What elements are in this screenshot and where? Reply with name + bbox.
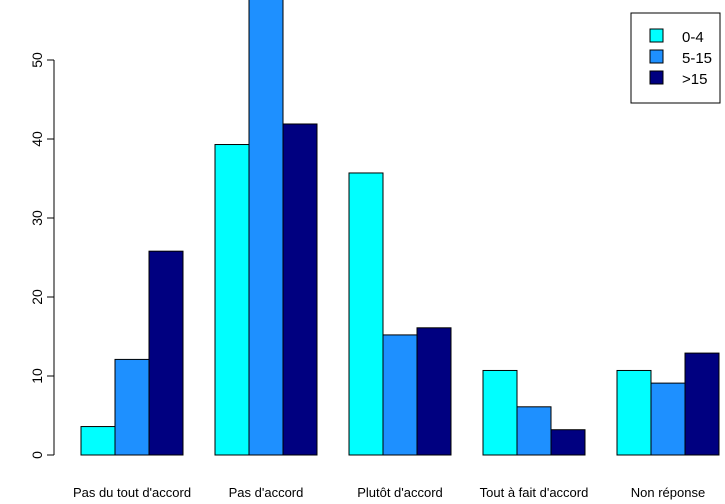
legend-label: 5-15	[682, 50, 712, 67]
legend-swatch	[649, 49, 664, 64]
legend: 0-4 5-15 >15	[630, 12, 721, 104]
y-axis: 0 10 20 30 40 50	[29, 52, 55, 459]
x-category-label: Pas d'accord	[229, 485, 304, 500]
bar	[348, 172, 384, 456]
bar	[114, 358, 150, 456]
legend-swatch	[649, 28, 664, 43]
bar	[650, 382, 686, 456]
x-axis-category-labels: Pas du tout d'accord Pas d'accord Plutôt d…	[73, 485, 705, 500]
bars-group	[80, 0, 720, 456]
bar	[248, 0, 284, 456]
bar	[80, 426, 116, 456]
legend-swatch	[649, 70, 664, 85]
x-category-label: Plutôt d'accord	[357, 485, 443, 500]
legend-label: 0-4	[682, 29, 704, 46]
x-category-label: Non réponse	[631, 485, 705, 500]
bar	[282, 123, 318, 456]
bar	[416, 327, 452, 456]
y-tick-label: 0	[29, 451, 45, 459]
bar	[148, 250, 184, 456]
y-tick-label: 10	[29, 368, 45, 384]
y-tick-label: 20	[29, 289, 45, 305]
bar	[482, 369, 518, 456]
bar	[550, 429, 586, 456]
x-category-label: Tout à fait d'accord	[480, 485, 589, 500]
y-tick-label: 40	[29, 131, 45, 147]
bar	[684, 352, 720, 456]
legend-label: >15	[682, 71, 707, 88]
legend-box	[630, 12, 721, 104]
bar	[382, 334, 418, 456]
bar	[616, 369, 652, 456]
y-tick-label: 30	[29, 210, 45, 226]
bar	[516, 406, 552, 456]
x-category-label: Pas du tout d'accord	[73, 485, 191, 500]
y-tick-label: 50	[29, 52, 45, 68]
bar	[214, 144, 250, 456]
